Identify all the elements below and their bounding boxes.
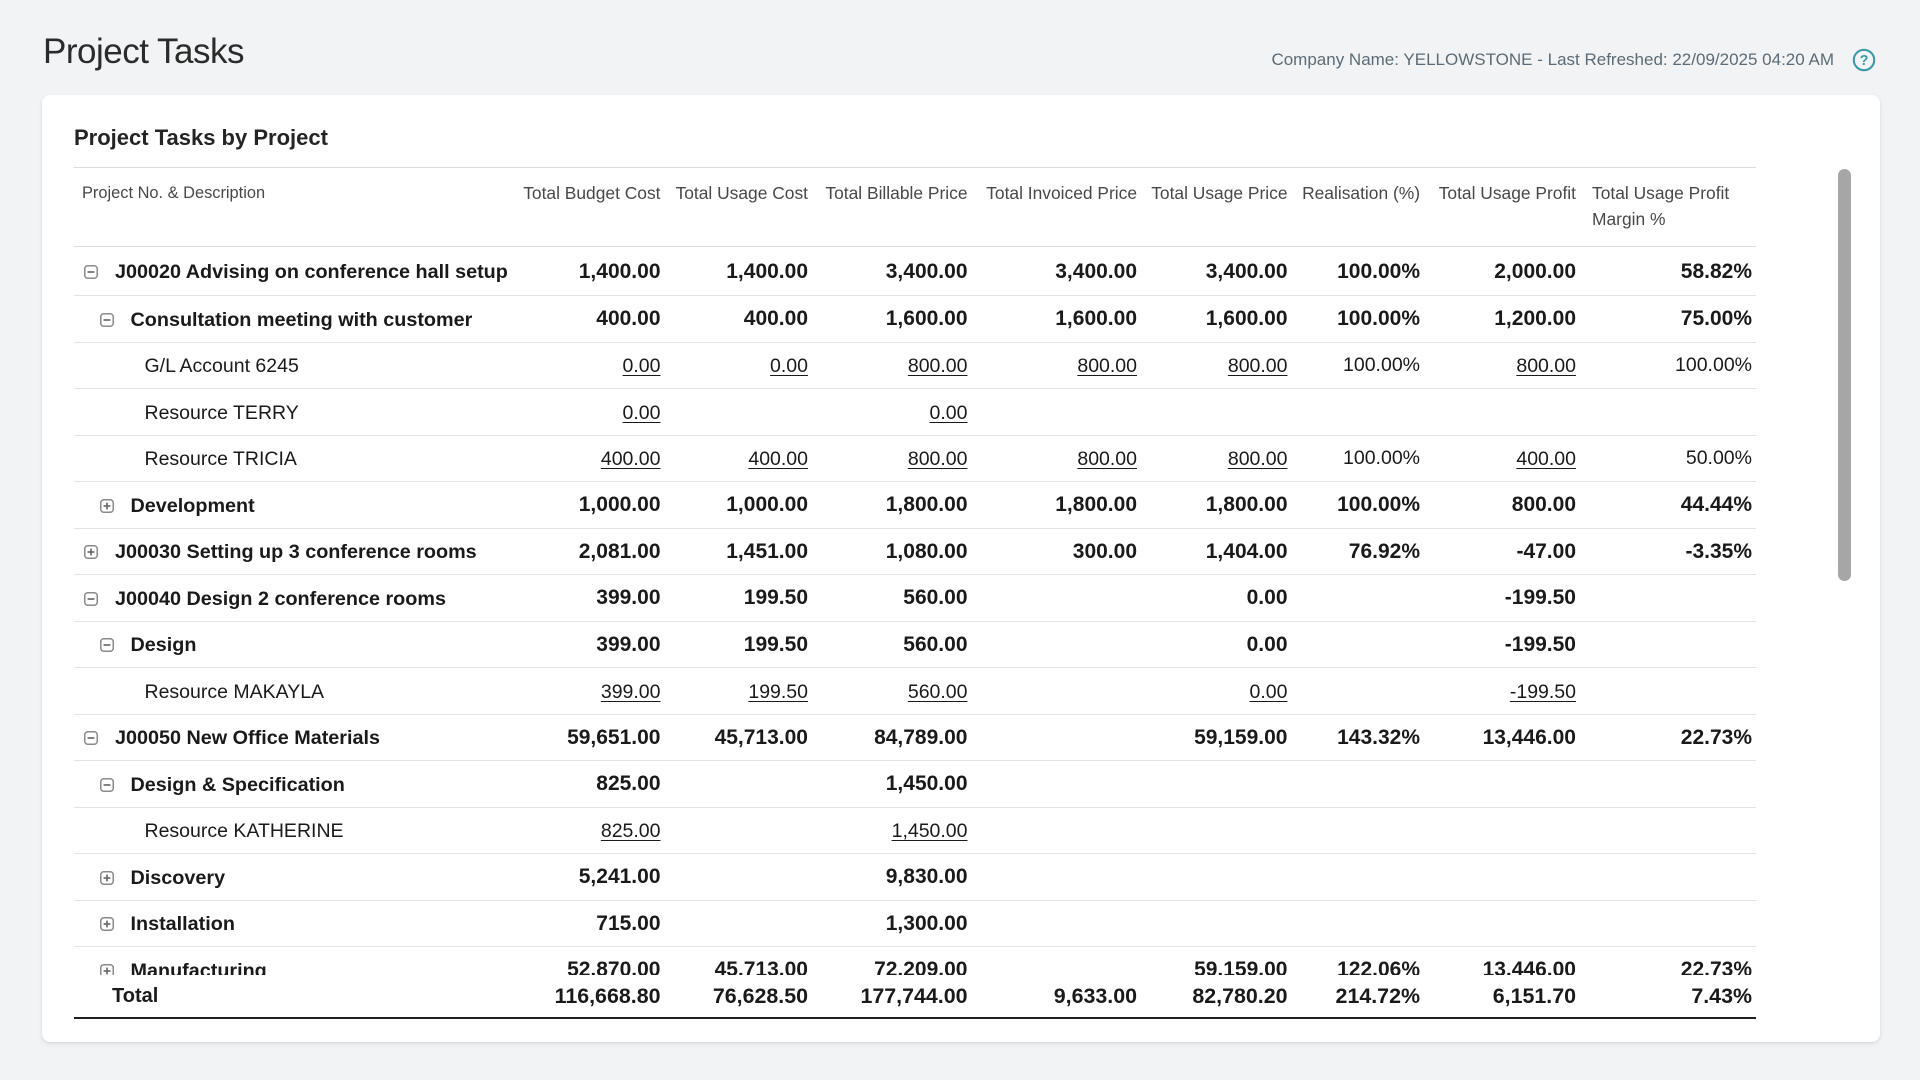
svg-text:?: ? (1860, 53, 1869, 69)
